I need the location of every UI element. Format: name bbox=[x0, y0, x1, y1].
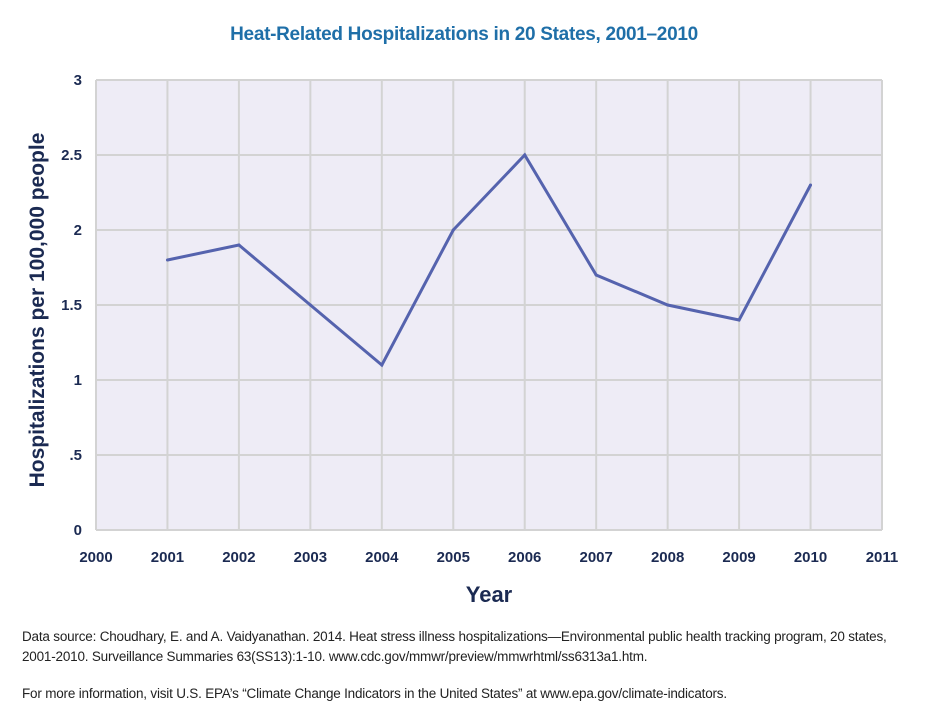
data-point bbox=[308, 303, 312, 307]
x-tick-label: 2008 bbox=[651, 549, 684, 566]
data-point bbox=[237, 243, 241, 247]
more-info-note: For more information, visit U.S. EPA’s “… bbox=[22, 686, 727, 701]
x-tick-label: 2006 bbox=[508, 549, 541, 566]
x-tick-label: 2009 bbox=[722, 549, 755, 566]
x-tick-label: 2003 bbox=[294, 549, 327, 566]
y-tick-label: .5 bbox=[69, 447, 82, 464]
data-point bbox=[737, 318, 741, 322]
data-source-note: Data source: Choudhary, E. and A. Vaidya… bbox=[22, 629, 887, 664]
y-tick-label: 2 bbox=[74, 222, 82, 239]
data-point bbox=[594, 273, 598, 277]
data-point bbox=[380, 363, 384, 367]
data-point bbox=[523, 153, 527, 157]
data-point bbox=[451, 228, 455, 232]
x-tick-label: 2002 bbox=[222, 549, 255, 566]
x-tick-label: 2007 bbox=[579, 549, 612, 566]
series-line bbox=[167, 152, 812, 368]
x-axis-label: Year bbox=[466, 582, 513, 607]
line-chart: 0 .5 1 1.5 2 2.5 3 2000 2001 2002 2003 2004 2005 200… bbox=[26, 72, 899, 607]
y-tick-label: 3 bbox=[74, 72, 82, 89]
y-tick-label: 2.5 bbox=[61, 147, 82, 164]
y-tick-label: 1 bbox=[74, 372, 82, 389]
x-tick-label: 2005 bbox=[437, 549, 470, 566]
data-point bbox=[809, 183, 813, 187]
data-point bbox=[165, 258, 169, 262]
x-tick-label: 2011 bbox=[866, 549, 899, 566]
chart-title: Heat-Related Hospitalizations in 20 Stat… bbox=[230, 24, 698, 45]
y-axis-label: Hospitalizations per 100,000 people bbox=[26, 133, 49, 488]
x-tick-label: 2000 bbox=[79, 549, 112, 566]
x-tick-label: 2001 bbox=[151, 549, 184, 566]
y-tick-label: 1.5 bbox=[61, 297, 82, 314]
x-tick-label: 2004 bbox=[365, 549, 399, 566]
y-tick-label: 0 bbox=[74, 522, 82, 539]
data-point bbox=[666, 303, 670, 307]
x-tick-label: 2010 bbox=[794, 549, 827, 566]
